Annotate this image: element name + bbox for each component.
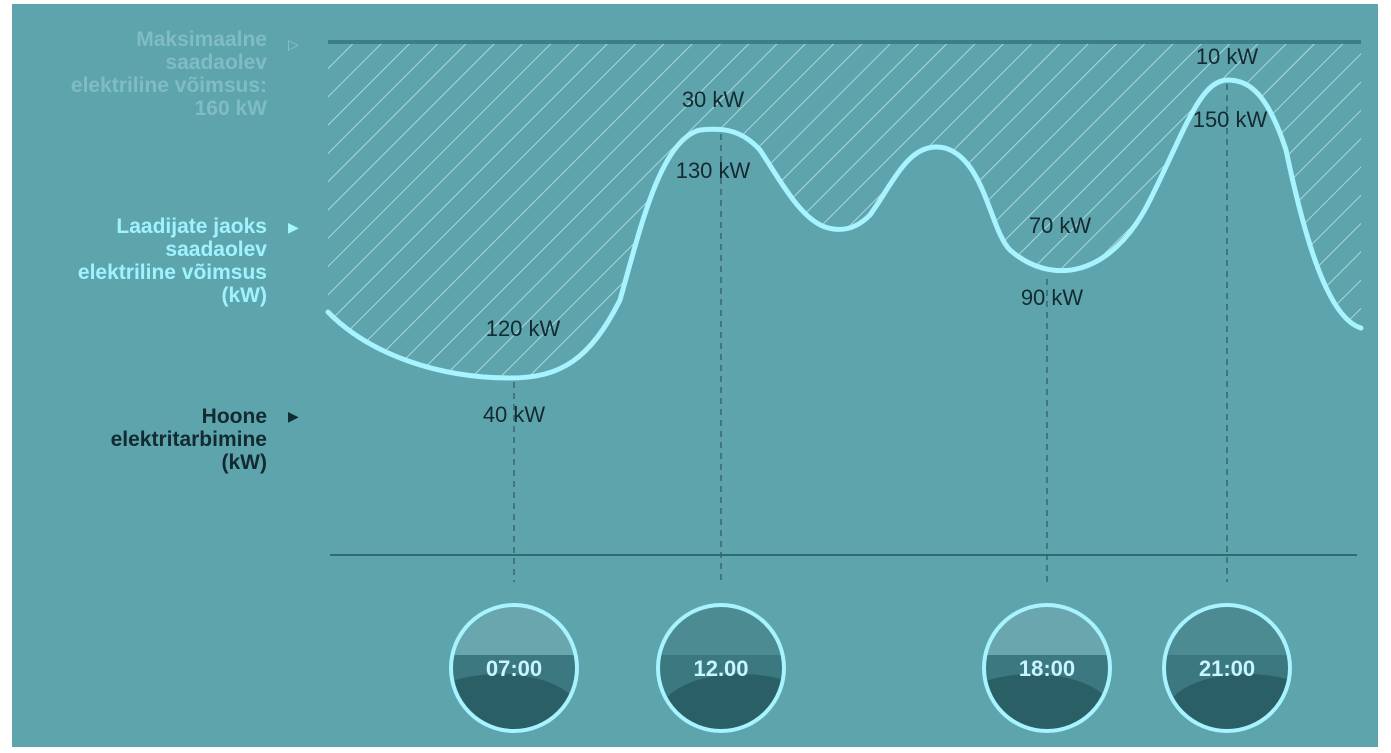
outline-triangle-icon: ▷ xyxy=(288,36,299,52)
time-label: 21:00 xyxy=(1199,656,1255,681)
time-markers: 07:00 12.00 18:00 21:00 xyxy=(449,603,1292,733)
triangle-icon: ▶ xyxy=(288,219,299,235)
time-label: 18:00 xyxy=(1019,656,1075,681)
time-circle-ring xyxy=(1162,603,1292,733)
available-power-label: 120 kW xyxy=(486,316,561,341)
time-circle-ring xyxy=(982,603,1112,733)
time-marker: 18:00 xyxy=(982,603,1112,733)
legend-charger-power: Laadijate jaoks saadaolev elektriline võ… xyxy=(77,215,267,307)
building-consumption-label: 150 kW xyxy=(1193,107,1268,132)
time-marker: 21:00 xyxy=(1162,603,1292,733)
photo-ground xyxy=(984,674,1110,731)
photo-sky xyxy=(658,605,784,655)
available-power-hatch-area xyxy=(328,42,1361,378)
building-consumption-label: 90 kW xyxy=(1021,285,1084,310)
available-power-label: 30 kW xyxy=(682,87,745,112)
photo-sky xyxy=(1164,605,1290,655)
photo-sky xyxy=(451,605,577,655)
available-power-label: 10 kW xyxy=(1196,44,1259,69)
time-label: 12.00 xyxy=(693,656,748,681)
building-consumption-label: 40 kW xyxy=(483,402,546,427)
legend-max-power: Maksimaalne saadaolev elektriline võimsu… xyxy=(70,28,267,120)
time-circle-ring xyxy=(656,603,786,733)
photo-ground xyxy=(451,674,577,731)
time-marker: 07:00 xyxy=(449,603,579,733)
triangle-icon: ▶ xyxy=(288,408,299,424)
value-labels: 120 kW 40 kW 30 kW 130 kW 70 kW 90 kW 10 kW 150… xyxy=(483,44,1268,427)
photo-ground xyxy=(1167,674,1290,731)
time-marker: 12.00 xyxy=(656,603,786,733)
photo-sky xyxy=(984,605,1110,655)
time-guides xyxy=(513,84,1228,582)
legend-building-consumption: Hoone elektritarbimine (kW) xyxy=(110,405,267,474)
photo-ground xyxy=(661,674,784,731)
time-circle-ring xyxy=(449,603,579,733)
building-consumption-label: 130 kW xyxy=(676,158,751,183)
time-label: 07:00 xyxy=(486,656,542,681)
building-consumption-curve xyxy=(325,77,1364,381)
available-power-label: 70 kW xyxy=(1029,213,1092,238)
